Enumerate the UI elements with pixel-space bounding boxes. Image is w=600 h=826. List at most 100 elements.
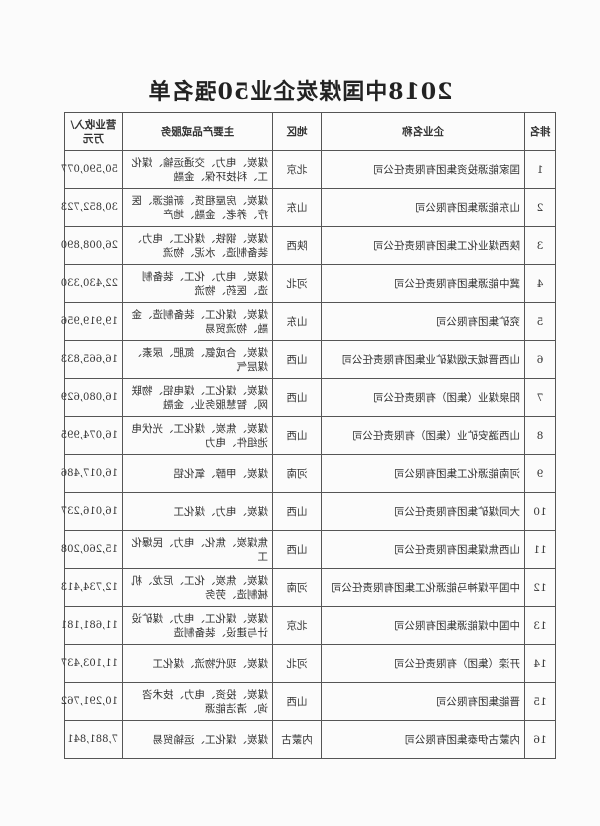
table-row: 2 山东能源集团有限公司 山东 煤炭、房屋租赁、新能源、医疗、养老、金融、地产 30,8…	[61, 188, 556, 227]
cell-rank: 6	[524, 340, 556, 379]
cell-company-name: 冀中能源集团有限责任公司	[321, 264, 525, 303]
cell-rank: 8	[524, 416, 556, 455]
header-company-name: 企业名称	[321, 112, 525, 151]
cell-revenue: 16,017,486	[61, 454, 123, 493]
cell-region: 河北	[272, 264, 322, 303]
cell-region: 河南	[272, 454, 322, 493]
cell-rank: 13	[524, 606, 556, 645]
cell-products: 煤炭、房屋租赁、新能源、医疗、养老、金融、地产	[122, 188, 273, 227]
cell-region: 山东	[272, 188, 322, 227]
cell-products: 煤炭、电力、煤化工	[122, 492, 273, 531]
table-row: 15 晋能集团有限公司 山西 煤炭、投资、电力、技术咨询、清洁能源 10,291,762	[61, 682, 556, 721]
table-row: 4 冀中能源集团有限责任公司 河北 煤炭、电力、化工、装备制造、医药、物流 22,430…	[61, 264, 556, 303]
cell-products: 煤炭、甲醇、氧化铝	[122, 454, 273, 493]
table-row: 10 大同煤矿集团有限责任公司 山西 煤炭、电力、煤化工 16,016,237	[61, 492, 556, 531]
document-title: 2018中国煤炭企业50强名单	[147, 79, 453, 105]
cell-products: 煤炭、投资、电力、技术咨询、清洁能源	[122, 682, 273, 721]
cell-company-name: 山西晋城无烟煤矿业集团有限责任公司	[321, 340, 525, 379]
cell-revenue: 16,080,629	[61, 378, 123, 417]
cell-rank: 15	[524, 682, 556, 721]
header-revenue: 营业收入/万元	[64, 112, 123, 151]
cell-revenue: 12,734,413	[61, 568, 123, 607]
cell-revenue: 16,074,995	[61, 416, 123, 455]
cell-region: 北京	[272, 150, 322, 189]
cell-revenue: 10,291,762	[61, 682, 123, 721]
cell-region: 山西	[272, 416, 322, 455]
cell-rank: 2	[524, 188, 556, 227]
cell-products: 煤炭、钢铁、煤化工、电力、装备制造、水泥、物流	[122, 226, 273, 265]
cell-rank: 7	[524, 378, 556, 417]
cell-company-name: 中国平煤神马能源化工集团有限责任公司	[321, 568, 525, 607]
cell-region: 山西	[272, 492, 322, 531]
cell-rank: 5	[524, 302, 556, 341]
cell-rank: 11	[524, 530, 556, 569]
cell-products: 煤炭、煤化工、运输贸易	[122, 720, 273, 759]
header-region: 地区	[272, 112, 322, 151]
cell-company-name: 山东能源集团有限公司	[321, 188, 525, 227]
cell-company-name: 内蒙古伊泰集团有限公司	[321, 720, 525, 759]
cell-company-name: 兖矿集团有限公司	[321, 302, 525, 341]
ranking-table: 排名 企业名称 地区 主要产品或服务 营业收入/万元 1 国家能源投资集团有限责任…	[61, 112, 556, 759]
cell-revenue: 26,008,890	[61, 226, 123, 265]
cell-company-name: 河南能源化工集团有限公司	[321, 454, 525, 493]
cell-revenue: 19,919,956	[61, 302, 123, 341]
cell-products: 煤炭、焦炭、化工、尼龙、机械制造、劳务	[122, 568, 273, 607]
header-products: 主要产品或服务	[122, 112, 273, 151]
cell-revenue: 16,665,833	[61, 340, 123, 379]
cell-company-name: 晋能集团有限公司	[321, 682, 525, 721]
cell-revenue: 30,852,723	[61, 188, 123, 227]
cell-company-name: 大同煤矿集团有限责任公司	[321, 492, 525, 531]
table-row: 6 山西晋城无烟煤矿业集团有限责任公司 山西 煤炭、合成氨、氮肥、尿素、煤层气 16,6…	[61, 340, 556, 379]
cell-region: 内蒙古	[272, 720, 322, 759]
table-row: 7 阳泉煤业（集团）有限责任公司 山西 煤炭、煤化工、煤电铝、物联网、智慧服务业、金融…	[61, 378, 556, 417]
cell-products: 煤炭、煤化工、电力、煤矿设计与建设、装备制造	[122, 606, 273, 645]
cell-company-name: 陕西煤业化工集团有限责任公司	[321, 226, 525, 265]
cell-region: 山西	[272, 378, 322, 417]
cell-rank: 14	[524, 644, 556, 683]
table-row: 9 河南能源化工集团有限公司 河南 煤炭、甲醇、氧化铝 16,017,486	[61, 454, 556, 493]
table-row: 1 国家能源投资集团有限责任公司 北京 煤炭、电力、交通运输、煤化工、科技环保、金融 5…	[61, 150, 556, 189]
cell-rank: 12	[524, 568, 556, 607]
table-header-row: 排名 企业名称 地区 主要产品或服务 营业收入/万元	[64, 112, 556, 151]
cell-company-name: 国家能源投资集团有限责任公司	[321, 150, 525, 189]
cell-revenue: 16,016,237	[61, 492, 123, 531]
cell-products: 焦煤炭、焦化、电力、民爆化工	[122, 530, 273, 569]
table-row: 5 兖矿集团有限公司 山东 煤炭、煤化工、装备制造、金融、物流贸易 19,919,956	[61, 302, 556, 341]
cell-company-name: 中国中煤能源集团有限公司	[321, 606, 525, 645]
table-row: 14 开滦（集团）有限责任公司 河北 煤炭、现代物流、煤化工 11,103,437	[61, 644, 556, 683]
cell-products: 煤炭、煤化工、煤电铝、物联网、智慧服务业、金融	[122, 378, 273, 417]
cell-rank: 10	[524, 492, 556, 531]
cell-revenue: 22,430,330	[61, 264, 123, 303]
cell-region: 陕西	[272, 226, 322, 265]
table-row: 3 陕西煤业化工集团有限责任公司 陕西 煤炭、钢铁、煤化工、电力、装备制造、水泥、物流…	[61, 226, 556, 265]
cell-revenue: 15,260,208	[61, 530, 123, 569]
cell-rank: 3	[524, 226, 556, 265]
cell-region: 河南	[272, 568, 322, 607]
cell-products: 煤炭、煤化工、装备制造、金融、物流贸易	[122, 302, 273, 341]
cell-products: 煤炭、现代物流、煤化工	[122, 644, 273, 683]
cell-region: 北京	[272, 606, 322, 645]
cell-rank: 16	[524, 720, 556, 759]
header-rank: 排名	[524, 112, 556, 151]
table-row: 13 中国中煤能源集团有限公司 北京 煤炭、煤化工、电力、煤矿设计与建设、装备制造 11…	[61, 606, 556, 645]
cell-revenue: 7,881,841	[64, 720, 123, 759]
cell-region: 山西	[272, 340, 322, 379]
cell-rank: 4	[524, 264, 556, 303]
table-row: 8 山西潞安矿业（集团）有限责任公司 山西 煤炭、焦炭、煤化工、光伏电池组件、电力 16…	[61, 416, 556, 455]
table-row: 11 山西焦煤集团有限责任公司 山西 焦煤炭、焦化、电力、民爆化工 15,260,208	[61, 530, 556, 569]
cell-revenue: 11,103,437	[61, 644, 123, 683]
cell-region: 山东	[272, 302, 322, 341]
cell-region: 河北	[272, 644, 322, 683]
cell-company-name: 开滦（集团）有限责任公司	[321, 644, 525, 683]
cell-rank: 9	[524, 454, 556, 493]
cell-products: 煤炭、电力、交通运输、煤化工、科技环保、金融	[122, 150, 273, 189]
cell-products: 煤炭、焦炭、煤化工、光伏电池组件、电力	[122, 416, 273, 455]
cell-company-name: 山西潞安矿业（集团）有限责任公司	[321, 416, 525, 455]
cell-revenue: 50,590,077	[61, 150, 123, 189]
cell-revenue: 11,681,181	[61, 606, 123, 645]
cell-region: 山西	[272, 530, 322, 569]
table-row: 16 内蒙古伊泰集团有限公司 内蒙古 煤炭、煤化工、运输贸易 7,881,841	[64, 720, 556, 759]
table-row: 12 中国平煤神马能源化工集团有限责任公司 河南 煤炭、焦炭、化工、尼龙、机械制造、劳…	[61, 568, 556, 607]
cell-company-name: 阳泉煤业（集团）有限责任公司	[321, 378, 525, 417]
